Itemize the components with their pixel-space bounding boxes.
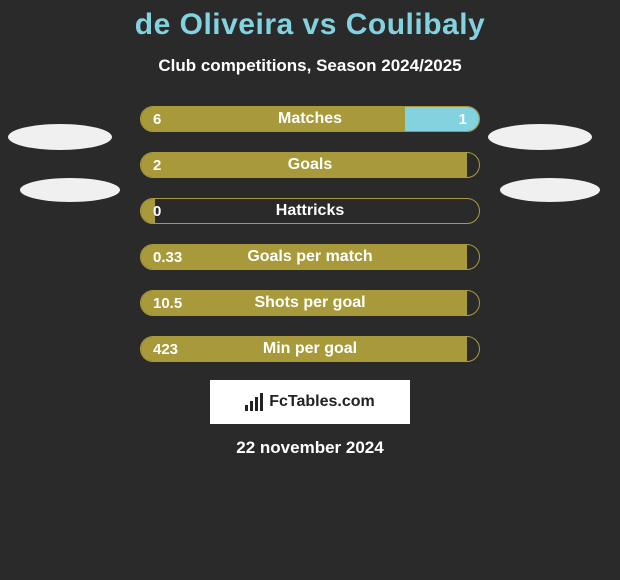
bar-left-value: 10.5 [141,291,467,315]
bar-wrap: 423 [140,336,480,362]
player-ellipse [20,178,120,202]
bar-left-value: 0 [141,199,155,223]
bar-right-value [155,199,479,223]
bar-left-value: 6 [141,107,405,131]
logo-text: FcTables.com [269,393,375,411]
bar-wrap: 10.5 [140,290,480,316]
player-ellipse [500,178,600,202]
bar-right-value [467,291,479,315]
bar-left-value: 0.33 [141,245,467,269]
metric-row: 10.5Shots per goal [0,290,620,316]
bar-left-value: 423 [141,337,467,361]
bar-left-value: 2 [141,153,467,177]
logo-bars-icon [245,393,263,411]
metric-row: 2Goals [0,152,620,178]
page-title: de Oliveira vs Coulibaly [135,8,485,42]
bar-wrap: 0 [140,198,480,224]
metric-row: 0Hattricks [0,198,620,224]
date-text: 22 november 2024 [236,438,383,458]
bar-wrap: 2 [140,152,480,178]
bar-right-value [467,153,479,177]
bar-right-value [467,337,479,361]
player-ellipse [8,124,112,150]
bar-wrap: 0.33 [140,244,480,270]
bar-right-value [467,245,479,269]
player-ellipse [488,124,592,150]
fctables-logo: FcTables.com [210,380,410,424]
bar-right-value: 1 [405,107,479,131]
metric-row: 0.33Goals per match [0,244,620,270]
page-subtitle: Club competitions, Season 2024/2025 [158,56,461,76]
metric-row: 423Min per goal [0,336,620,362]
bar-wrap: 61 [140,106,480,132]
